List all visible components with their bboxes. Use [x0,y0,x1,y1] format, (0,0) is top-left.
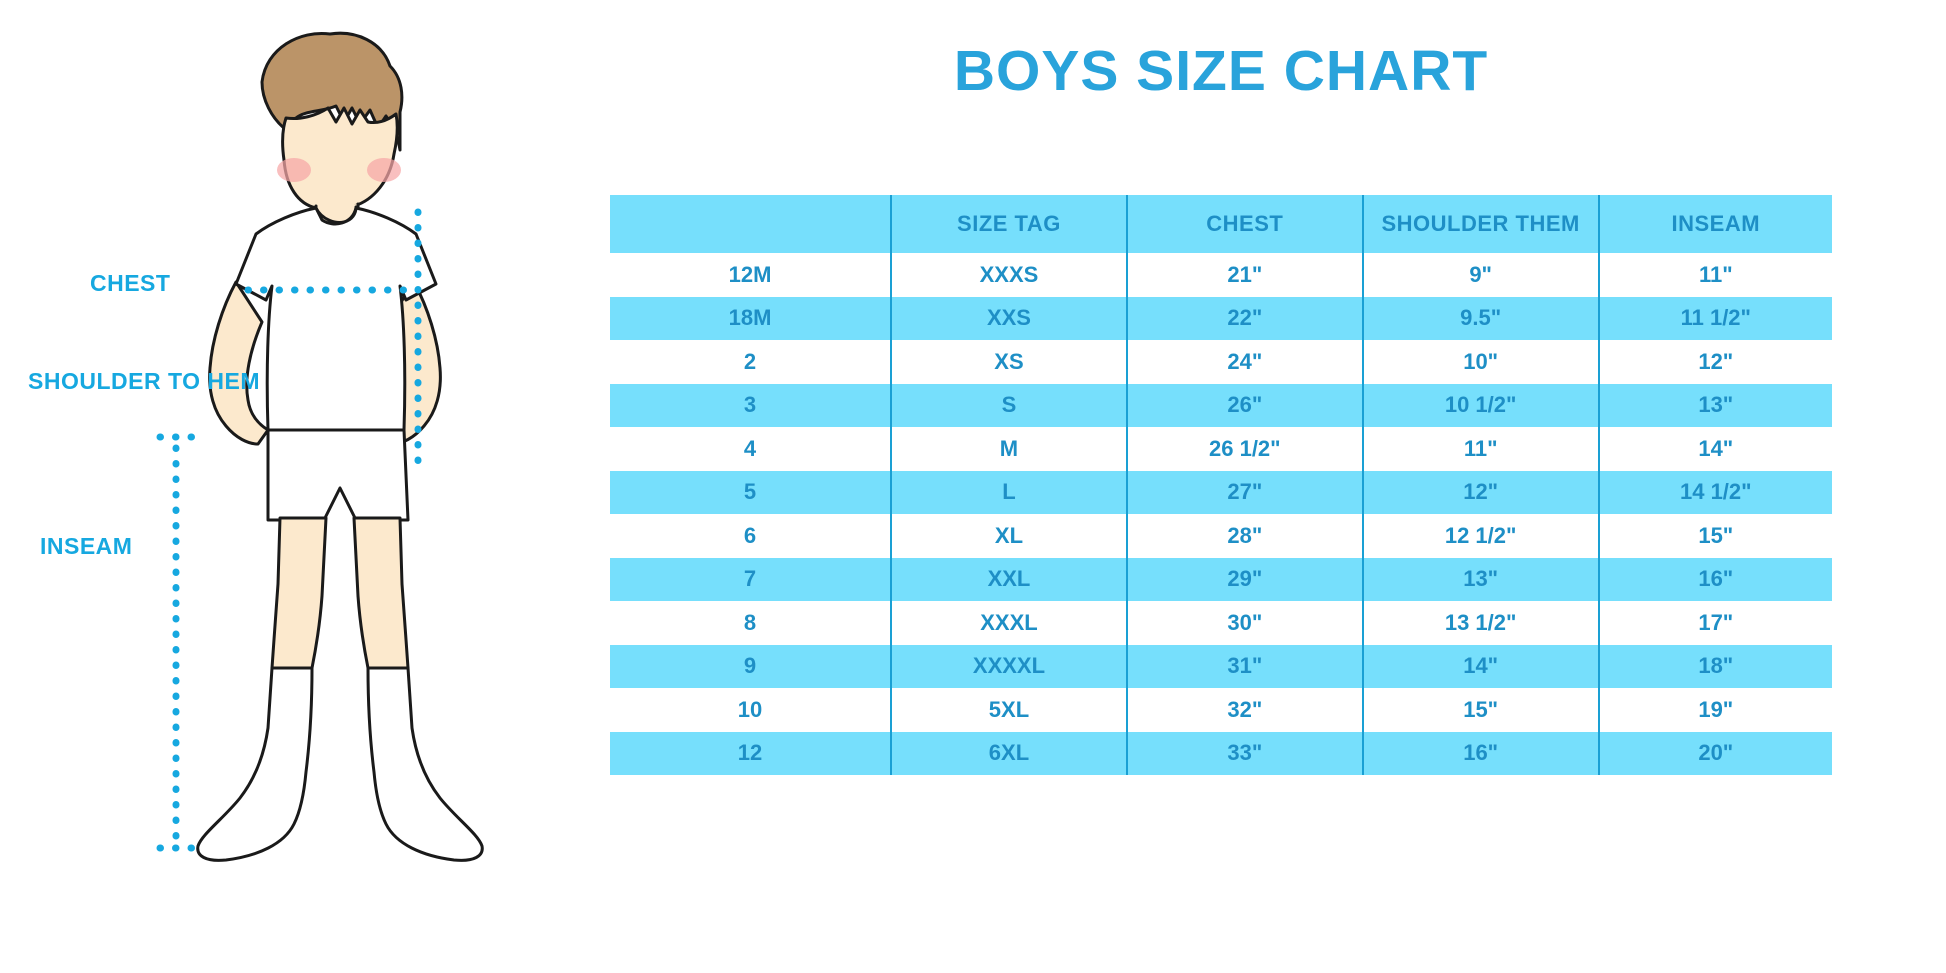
table-row: 5 L 27" 12" 14 1/2" [610,470,1832,514]
right-leg [352,516,410,670]
cell-shoulder: 12" [1362,470,1600,514]
cell-shoulder: 10 1/2" [1362,383,1600,427]
table-row: 18M XXS 22" 9.5" 11 1/2" [610,296,1832,340]
cell-age: 5 [610,470,893,514]
cell-age: 18M [610,296,893,340]
cell-inseam: 13" [1598,383,1832,427]
blush-right-cheek [367,158,401,182]
cell-shoulder: 9" [1362,253,1600,297]
cell-inseam: 18" [1598,644,1832,688]
cell-inseam: 19" [1598,688,1832,732]
cell-shoulder: 14" [1362,644,1600,688]
right-boot [366,666,484,862]
cell-chest: 28" [1126,514,1364,558]
cell-inseam: 14 1/2" [1598,470,1832,514]
cell-shoulder: 11" [1362,427,1600,471]
cell-shoulder: 10" [1362,340,1600,384]
cell-shoulder: 13 1/2" [1362,601,1600,645]
cell-age: 3 [610,383,893,427]
cell-chest: 29" [1126,557,1364,601]
cell-inseam: 14" [1598,427,1832,471]
cell-chest: 26 1/2" [1126,427,1364,471]
table-row: 12 6XL 33" 16" 20" [610,731,1832,775]
cell-size-tag: XL [891,514,1128,558]
table-row: 4 M 26 1/2" 11" 14" [610,427,1832,471]
cell-chest: 26" [1126,383,1364,427]
chest-measure-label: CHEST [90,270,171,296]
cell-size-tag: XXS [891,296,1128,340]
cell-inseam: 16" [1598,557,1832,601]
cell-chest: 30" [1126,601,1364,645]
table-body: 12M XXXS 21" 9" 11" 18M XXS 22" 9.5" 11 … [610,253,1832,775]
left-arm [208,280,270,446]
cell-size-tag: XS [891,340,1128,384]
cell-shoulder: 13" [1362,557,1600,601]
cell-inseam: 17" [1598,601,1832,645]
cell-age: 7 [610,557,893,601]
inseam-measure-label: INSEAM [40,533,133,559]
cell-size-tag: XXXS [891,253,1128,297]
cell-inseam: 15" [1598,514,1832,558]
left-boot [196,666,314,862]
cell-inseam: 20" [1598,731,1832,775]
cell-age: 10 [610,688,893,732]
blush-left-cheek [277,158,311,182]
table-row: 3 S 26" 10 1/2" 13" [610,383,1832,427]
cell-size-tag: XXXXL [891,644,1128,688]
table-header-row: SIZE TAG CHEST SHOULDER THEM INSEAM [610,195,1832,253]
cell-size-tag: M [891,427,1128,471]
cell-shoulder: 9.5" [1362,296,1600,340]
cell-age: 12 [610,731,893,775]
cell-age: 12M [610,253,893,297]
table-row: 8 XXXL 30" 13 1/2" 17" [610,601,1832,645]
cell-size-tag: S [891,383,1128,427]
cell-shoulder: 16" [1362,731,1600,775]
cell-size-tag: 6XL [891,731,1128,775]
cell-size-tag: XXXL [891,601,1128,645]
boy-figure-illustration: CHEST SHOULDER TO HEM INSEAM [0,0,600,973]
cell-size-tag: XXL [891,557,1128,601]
cell-age: 8 [610,601,893,645]
cell-size-tag: 5XL [891,688,1128,732]
table-row: 6 XL 28" 12 1/2" 15" [610,514,1832,558]
page-title: BOYS SIZE CHART [953,39,1489,103]
cell-chest: 33" [1126,731,1364,775]
shorts [266,428,410,522]
table-row: 10 5XL 32" 15" 19" [610,688,1832,732]
column-header-size-tag: SIZE TAG [891,195,1128,253]
table-row: 7 XXL 29" 13" 16" [610,557,1832,601]
cell-chest: 27" [1126,470,1364,514]
cell-age: 6 [610,514,893,558]
cell-shoulder: 15" [1362,688,1600,732]
cell-chest: 21" [1126,253,1364,297]
tshirt-collar [314,205,358,224]
cell-chest: 22" [1126,296,1364,340]
cell-inseam: 11 1/2" [1598,296,1832,340]
cell-shoulder: 12 1/2" [1362,514,1600,558]
left-leg [270,516,328,670]
size-chart-table: SIZE TAG CHEST SHOULDER THEM INSEAM 12M … [610,195,1832,775]
column-header-chest: CHEST [1126,195,1364,253]
cell-chest: 31" [1126,644,1364,688]
cell-age: 4 [610,427,893,471]
column-header-age [610,195,893,253]
table-row: 9 XXXXL 31" 14" 18" [610,644,1832,688]
cell-chest: 24" [1126,340,1364,384]
cell-inseam: 11" [1598,253,1832,297]
cell-age: 2 [610,340,893,384]
column-header-inseam: INSEAM [1598,195,1832,253]
cell-inseam: 12" [1598,340,1832,384]
shoulder-to-hem-measure-label: SHOULDER TO HEM [28,368,260,394]
boy-figure-svg [156,31,484,862]
cell-chest: 32" [1126,688,1364,732]
cell-size-tag: L [891,470,1128,514]
column-header-shoulder-them: SHOULDER THEM [1362,195,1600,253]
cell-age: 9 [610,644,893,688]
table-row: 12M XXXS 21" 9" 11" [610,253,1832,297]
table-row: 2 XS 24" 10" 12" [610,340,1832,384]
